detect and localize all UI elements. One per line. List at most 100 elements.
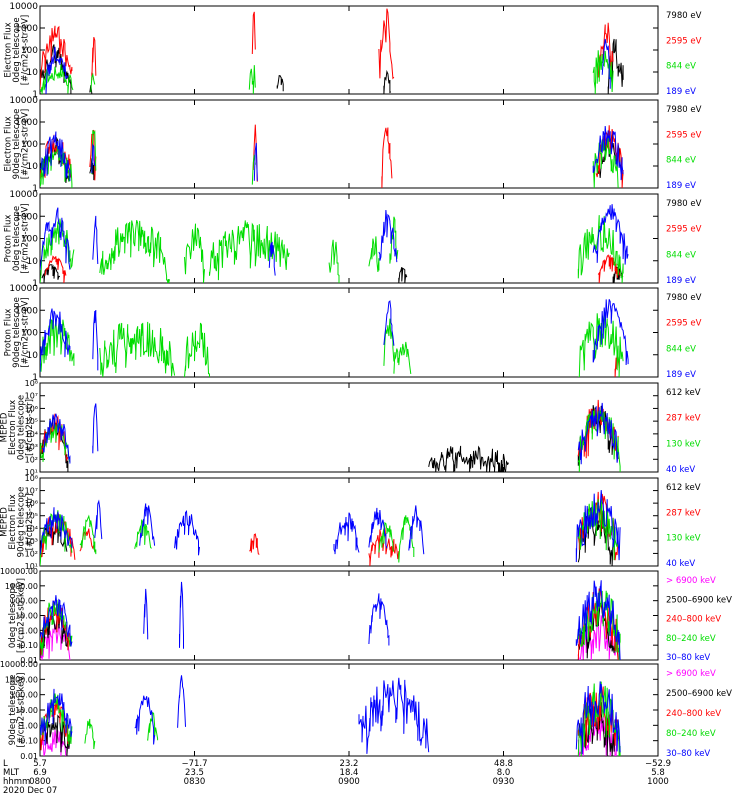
series-line-black <box>276 75 284 92</box>
series-line-blue <box>91 143 96 174</box>
series-line-black <box>89 158 96 181</box>
x-tick-label: 0800 <box>29 777 51 787</box>
legend-entry: 7980 eV <box>666 293 702 303</box>
series-line-blue <box>177 675 186 728</box>
series-line-blue <box>333 512 360 555</box>
series-line-blue <box>40 595 73 647</box>
series-line-blue <box>134 695 156 745</box>
y-axis-label-line: MEPED <box>0 412 9 442</box>
series-line-green <box>40 316 75 372</box>
legend-entry: 80–240 keV <box>666 729 716 739</box>
series-line-blue <box>408 505 425 555</box>
y-tick-label: 10⁸ <box>25 379 38 388</box>
y-tick-label: 10⁷ <box>25 487 38 496</box>
panel-frame <box>39 5 659 95</box>
legend-entry: 2500–6900 keV <box>666 595 732 605</box>
series-line-green <box>378 521 395 553</box>
legend-entry: 189 eV <box>666 276 696 286</box>
series-line-blue <box>378 209 398 263</box>
series-blue <box>40 490 621 563</box>
y-tick-label: 1 <box>32 279 38 289</box>
y-axis-label-line: Electron Flux <box>4 22 14 77</box>
series-line-red <box>378 8 395 80</box>
y-axis-label-line: 90deg telescope <box>12 297 22 368</box>
y-axis-label-line: 90deg telescope <box>8 675 18 746</box>
series-blue <box>40 125 624 182</box>
series-line-blue <box>592 125 624 181</box>
series-red <box>40 124 624 188</box>
series-line-green <box>90 72 96 93</box>
series-line-blue <box>592 299 629 366</box>
series-line-black <box>40 613 71 658</box>
series-line-green <box>328 239 340 283</box>
series-green <box>40 590 621 660</box>
y-axis-label-line: [#/cm2-s-str-eV] <box>21 15 31 85</box>
y-axis-label-line: Proton Flux <box>4 215 14 263</box>
y-tick-label: 10⁴ <box>25 430 38 439</box>
series-blue <box>45 38 611 94</box>
legend-entry: 2595 eV <box>666 130 702 140</box>
y-tick-label: 1.00 <box>20 721 38 730</box>
series-line-red <box>251 11 256 55</box>
series-red <box>40 399 619 462</box>
x-row-label: L <box>3 759 8 769</box>
x-tick-label: 5.8 <box>651 768 665 778</box>
series-line-red <box>368 527 400 566</box>
series-blue <box>40 204 629 276</box>
legend-entry: 189 eV <box>666 370 696 380</box>
series-line-green <box>84 718 96 750</box>
y-tick-label: 10000 <box>9 190 38 200</box>
legend-entry: 30–80 keV <box>666 653 710 663</box>
series-black <box>41 264 624 283</box>
series-line-blue <box>368 593 390 646</box>
legend-entry: 2595 eV <box>666 36 702 46</box>
series-line-green <box>577 409 621 472</box>
x-tick-label: 18.4 <box>340 768 359 778</box>
y-tick-label: 1 <box>32 90 38 100</box>
y-tick-label: 10 <box>27 68 39 78</box>
x-row-label: MLT <box>3 768 20 778</box>
legend-entry: 40 keV <box>666 559 695 569</box>
series-line-blue <box>358 677 430 754</box>
y-tick-label: 10000 <box>9 284 38 294</box>
series-line-green <box>79 514 97 555</box>
series-line-green <box>368 236 380 273</box>
y-axis-label-line: 0deg telescope <box>12 206 22 271</box>
series-line-red <box>249 533 260 555</box>
series-black <box>40 38 624 94</box>
series-line-blue <box>40 207 71 271</box>
series-line-blue <box>92 215 99 265</box>
y-tick-label: 100.00 <box>10 691 38 700</box>
y-tick-label: 10⁷ <box>25 392 38 401</box>
y-axis-label-line: Electron Flux <box>4 116 14 171</box>
panel-frame <box>39 99 659 189</box>
y-tick-label: 100 <box>21 140 38 150</box>
legend-entry: > 6900 keV <box>666 576 716 586</box>
series-green <box>40 498 619 566</box>
series-line-green <box>99 321 176 377</box>
x-tick-label: 48.8 <box>494 759 513 769</box>
y-axis-label: 0deg telescope[#/cm2-s-str-keV] <box>8 578 27 653</box>
series-black <box>40 702 619 756</box>
series-line-black <box>383 69 392 94</box>
x-tick-label: 0900 <box>338 777 360 787</box>
series-line-green <box>184 223 205 283</box>
series-line-green <box>248 65 256 94</box>
legend-entry: 130 keV <box>666 439 701 449</box>
series-line-blue <box>253 142 258 181</box>
legend-entry: 7980 eV <box>666 105 702 115</box>
x-tick-label: −71.7 <box>181 759 207 769</box>
x-tick-label: 6.9 <box>33 768 47 778</box>
y-axis-label-line: 0deg telescope <box>16 395 26 460</box>
series-line-blue <box>383 300 395 346</box>
series-red <box>40 588 619 660</box>
y-axis-label: 90deg telescope[#/cm2-s-str-keV] <box>8 673 27 748</box>
legend-entry: 2500–6900 keV <box>666 689 732 699</box>
series-green <box>40 50 614 94</box>
series-line-red <box>89 129 97 181</box>
y-axis-label-line: [#/cm2-s-str-keV] <box>16 578 26 653</box>
